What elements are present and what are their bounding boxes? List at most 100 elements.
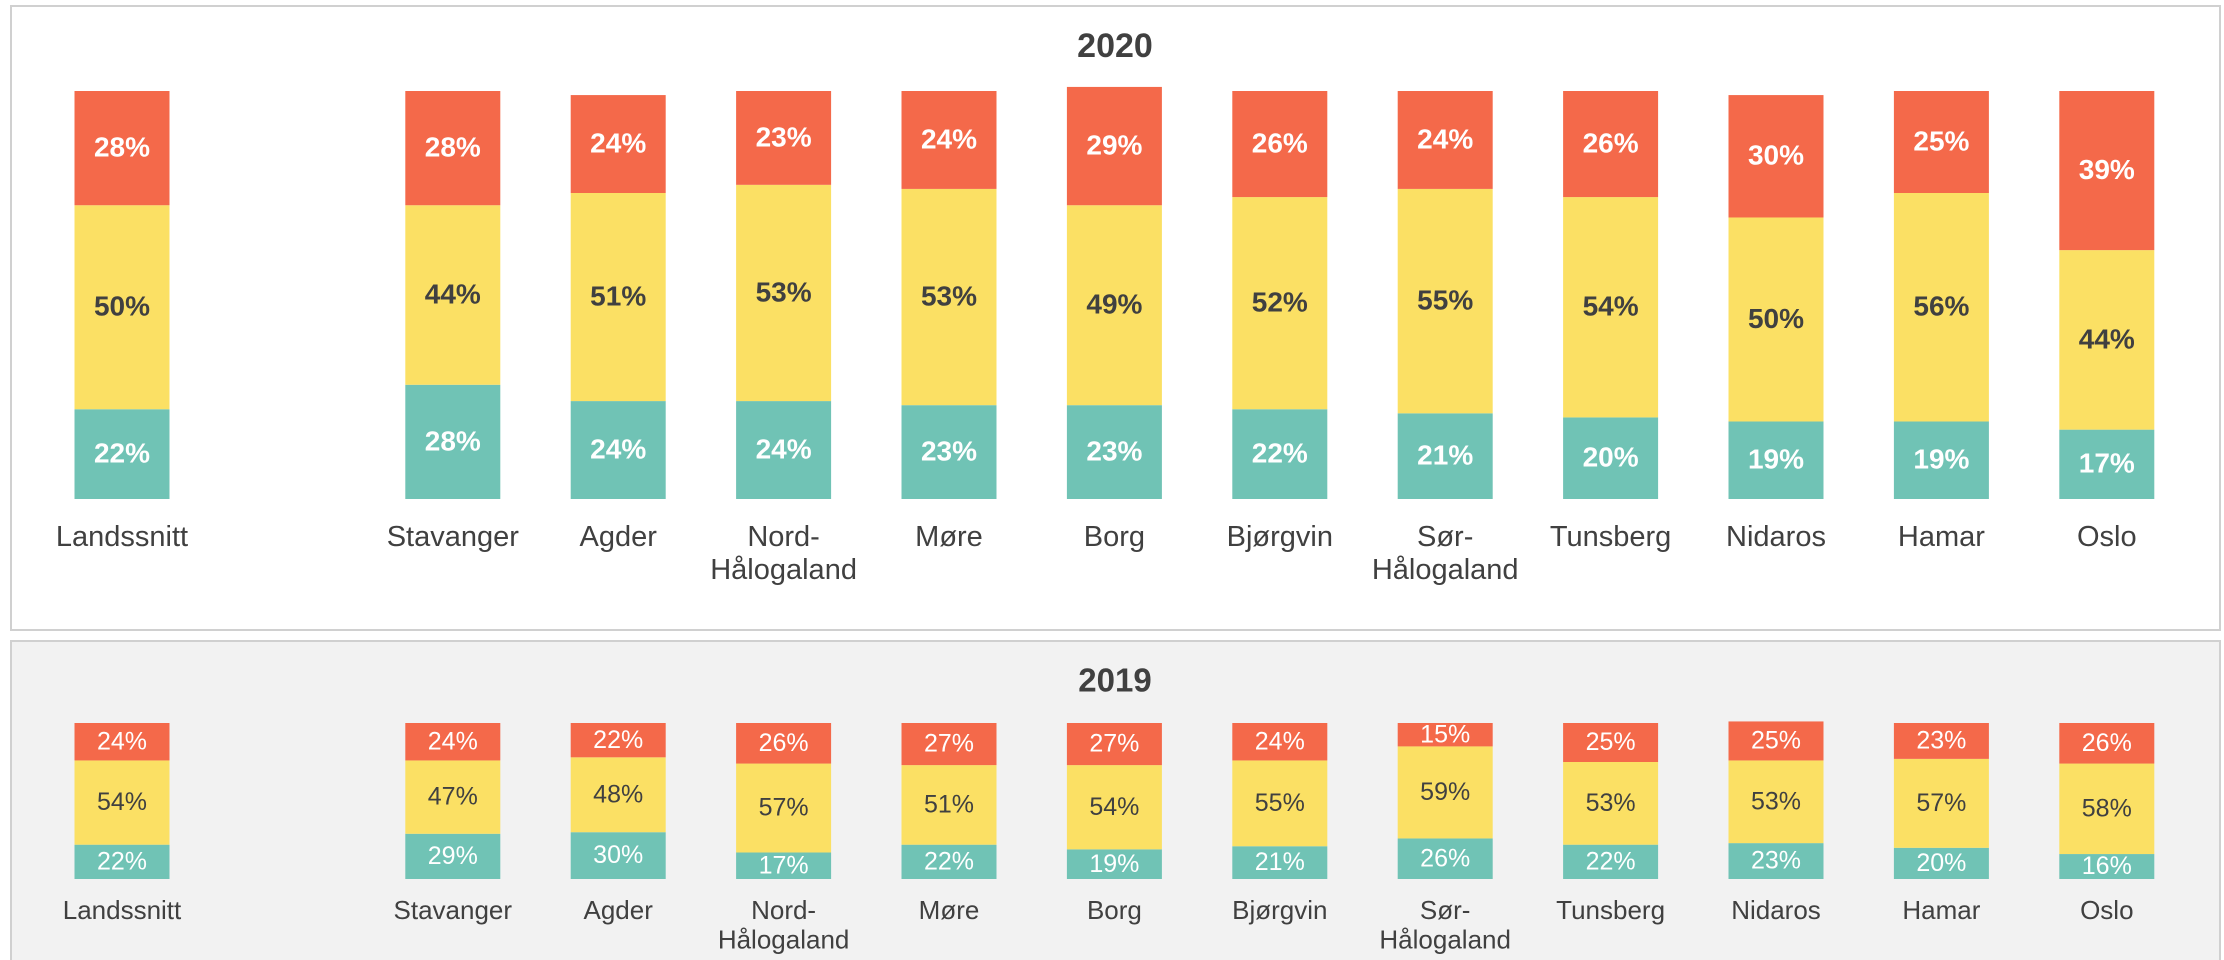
bar-segment (570, 401, 666, 499)
data-label: 22% (1252, 438, 1308, 469)
bar-segment (2059, 854, 2155, 879)
bar-segment (1397, 838, 1493, 879)
data-label: 22% (924, 847, 974, 875)
data-label: 20% (1916, 849, 1966, 877)
bar-segment (736, 723, 832, 764)
bar-segment (901, 844, 997, 879)
bar-segment (2059, 429, 2155, 499)
bar-segment (570, 95, 666, 193)
bar-segment (736, 852, 832, 879)
x-tick-label: Nidaros (1731, 895, 1821, 925)
data-label: 22% (94, 438, 150, 469)
data-label: 22% (1586, 847, 1636, 875)
bar-segment (570, 193, 666, 402)
data-label: 57% (759, 794, 809, 822)
data-label: 24% (590, 127, 646, 158)
bar-segment (1893, 193, 1989, 422)
bar-segment (1397, 723, 1493, 747)
bar-segment (1728, 95, 1824, 218)
data-label: 19% (1089, 850, 1139, 878)
data-label: 23% (1751, 847, 1801, 875)
data-label: 17% (759, 851, 809, 879)
data-label: 59% (1420, 778, 1470, 806)
bar-segment (570, 723, 666, 758)
data-label: 15% (1420, 720, 1470, 748)
bar-segment (1728, 843, 1824, 879)
data-label: 30% (593, 841, 643, 869)
bar-segment (1728, 760, 1824, 844)
data-label: 29% (1086, 129, 1142, 160)
bar-segment (901, 91, 997, 189)
data-label: 57% (1916, 789, 1966, 817)
data-label: 26% (1252, 127, 1308, 158)
x-tick-label: Møre (919, 895, 980, 925)
data-label: 23% (756, 121, 812, 152)
data-label: 22% (97, 847, 147, 875)
data-label: 24% (428, 727, 478, 755)
bar-segment (74, 723, 170, 761)
x-tick-label: Sør-Hålogaland (1379, 895, 1511, 954)
bar-segment (1066, 86, 1162, 206)
bar-segment (1893, 91, 1989, 193)
data-label: 56% (1913, 291, 1969, 322)
x-tick-label: Stavanger (387, 521, 520, 553)
bar-segment (1893, 421, 1989, 499)
data-label: 28% (425, 132, 481, 163)
data-label: 28% (425, 425, 481, 456)
data-label: 22% (593, 726, 643, 754)
bar-segment (2059, 723, 2155, 764)
bar-segment (2059, 91, 2155, 251)
data-label: 53% (1586, 789, 1636, 817)
bar-segment (1066, 205, 1162, 406)
data-label: 54% (1089, 793, 1139, 821)
bar-segment (570, 757, 666, 833)
bar-segment (901, 405, 997, 499)
data-label: 24% (1417, 123, 1473, 154)
bar-segment (1066, 765, 1162, 850)
data-label: 24% (97, 727, 147, 755)
bar-segment (736, 763, 832, 853)
data-label: 48% (593, 780, 643, 808)
data-label: 21% (1417, 440, 1473, 471)
x-tick-label: Borg (1084, 521, 1145, 553)
data-label: 53% (1751, 787, 1801, 815)
data-label: 53% (756, 276, 812, 307)
data-label: 25% (1751, 727, 1801, 755)
data-label: 23% (1086, 435, 1142, 466)
bar-segment (901, 765, 997, 845)
bar-segment (74, 409, 170, 499)
bar-segment (405, 760, 501, 834)
data-label: 30% (1748, 140, 1804, 171)
x-tick-label: Bjørgvin (1232, 895, 1327, 925)
x-tick-label: Møre (915, 521, 983, 553)
data-label: 24% (756, 433, 812, 464)
bar-segment (1232, 409, 1328, 499)
data-label: 17% (2079, 448, 2135, 479)
bar-segment (1563, 844, 1659, 879)
data-label: 44% (425, 278, 481, 309)
chart-title: 2019 (1078, 662, 1151, 699)
x-tick-label: Agder (580, 521, 658, 553)
bar-segment (74, 91, 170, 206)
x-tick-label: Hamar (1902, 895, 1980, 925)
bar-segment (405, 723, 501, 761)
data-label: 20% (1583, 442, 1639, 473)
data-label: 21% (1255, 848, 1305, 876)
bar-segment (1232, 846, 1328, 879)
bar-segment (74, 205, 170, 410)
data-label: 23% (1916, 727, 1966, 755)
bar-segment (1232, 197, 1328, 410)
bar-segment (1066, 849, 1162, 879)
x-tick-label: Oslo (2077, 521, 2137, 553)
bar-segment (1893, 847, 1989, 879)
data-label: 55% (1417, 285, 1473, 316)
data-label: 29% (428, 842, 478, 870)
data-label: 44% (2079, 323, 2135, 354)
data-label: 16% (2082, 852, 2132, 880)
x-tick-label: Landssnitt (56, 521, 188, 553)
data-label: 24% (1255, 727, 1305, 755)
bar-segment (1232, 760, 1328, 847)
bar-segment (405, 833, 501, 879)
data-label: 53% (921, 280, 977, 311)
